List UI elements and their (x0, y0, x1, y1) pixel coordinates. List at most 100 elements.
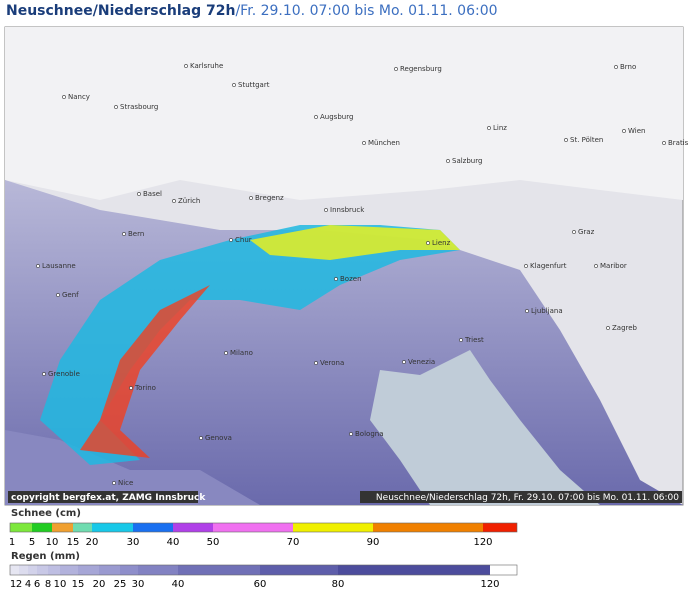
legend-swatch (260, 565, 338, 575)
legend-label: 20 (93, 579, 106, 590)
city-label: Nancy (68, 93, 90, 101)
city-dot (232, 83, 236, 87)
copyright: copyright bergfex.at, ZAMG Innsbruck (11, 493, 206, 503)
city-label: St. Pölten (570, 136, 603, 144)
legend-swatch (120, 565, 138, 575)
city-label: Verona (320, 359, 344, 367)
city-dot (122, 232, 126, 236)
city-dot (36, 264, 40, 268)
city-label: Bregenz (255, 194, 284, 202)
city-dot (314, 115, 318, 119)
city-label: Maribor (600, 262, 627, 270)
legend-label: 80 (332, 579, 345, 590)
city-label: Genova (205, 434, 232, 442)
copyright-bg (8, 491, 198, 503)
city-dot (524, 264, 528, 268)
legend-label: 10 (46, 537, 59, 548)
legend-swatch (92, 523, 133, 532)
legend-label: 15 (67, 537, 80, 548)
city-dot (572, 230, 576, 234)
legend-label: 4 (25, 579, 31, 590)
legend-swatch (73, 523, 92, 532)
city-dot (172, 199, 176, 203)
city-label: Nice (118, 479, 133, 487)
legend-label: 20 (86, 537, 99, 548)
city-label: Zürich (178, 197, 200, 205)
city-dot (349, 432, 353, 436)
city-label: Torino (134, 384, 156, 392)
city-label: Brno (620, 63, 636, 71)
city-label: Venezia (408, 358, 435, 366)
city-dot (334, 277, 338, 281)
legend-title: Schnee (cm) (11, 508, 81, 519)
legend-label: 90 (367, 537, 380, 548)
legend-swatch (78, 565, 99, 575)
legend-label: 8 (45, 579, 51, 590)
legend-swatch (37, 565, 48, 575)
north-land (5, 27, 683, 200)
legend-swatch (19, 565, 28, 575)
period: /Fr. 29.10. 07:00 bis Mo. 01.11. 06:00 (235, 3, 498, 19)
city-dot (487, 126, 491, 130)
legend-swatch (483, 523, 517, 532)
city-dot (662, 141, 666, 145)
city-dot (112, 481, 116, 485)
snow-band (40, 225, 460, 465)
caption-bg (360, 491, 682, 503)
city-label: Karlsruhe (190, 62, 223, 70)
city-dot (137, 192, 141, 196)
legend-swatch (52, 523, 73, 532)
city-label: Regensburg (400, 65, 442, 73)
city-label: Innsbruck (330, 206, 365, 214)
city-label: Genf (62, 291, 79, 299)
city-label: Triest (464, 336, 484, 344)
legend-label: 10 (54, 579, 67, 590)
city-dot (362, 141, 366, 145)
city-label: Bern (128, 230, 144, 238)
city-dot (446, 159, 450, 163)
legend-swatch (48, 565, 60, 575)
legend-swatch (99, 565, 120, 575)
legend-label: 1 (10, 579, 16, 590)
city-dot (402, 360, 406, 364)
city-label: Bratislava (668, 139, 688, 147)
city-dot (229, 238, 233, 242)
city-label: Lausanne (42, 262, 76, 270)
city-dot (459, 338, 463, 342)
legend-bar-border (9, 522, 518, 533)
city-label: Linz (493, 124, 507, 132)
legend-bar-border (9, 564, 518, 576)
legend-swatch (173, 523, 213, 532)
legend-swatch (60, 565, 78, 575)
legend-label: 70 (287, 537, 300, 548)
legend-label: 25 (114, 579, 127, 590)
city-dot (614, 65, 618, 69)
city-dot (56, 293, 60, 297)
city-label: Klagenfurt (530, 262, 567, 270)
legend-swatch (178, 565, 260, 575)
city-dot (114, 105, 118, 109)
legend-label: 60 (254, 579, 267, 590)
legend-label: 40 (167, 537, 180, 548)
snow-core (80, 285, 210, 458)
legend-title: Regen (mm) (11, 551, 80, 562)
city-dot (314, 361, 318, 365)
city-dot (525, 309, 529, 313)
legend-label: 50 (207, 537, 220, 548)
city-dot (42, 372, 46, 376)
city-dot (199, 436, 203, 440)
legend-swatch (213, 523, 293, 532)
legend-swatch (32, 523, 52, 532)
legend-label: 5 (29, 537, 35, 548)
city-dot (184, 64, 188, 68)
legend-label: 30 (132, 579, 145, 590)
legend-swatch (338, 565, 490, 575)
legend-label: 2 (16, 579, 22, 590)
legend-label: 6 (34, 579, 40, 590)
snow-east (250, 225, 460, 260)
city-dot (594, 264, 598, 268)
city-label: Chur (235, 236, 252, 244)
